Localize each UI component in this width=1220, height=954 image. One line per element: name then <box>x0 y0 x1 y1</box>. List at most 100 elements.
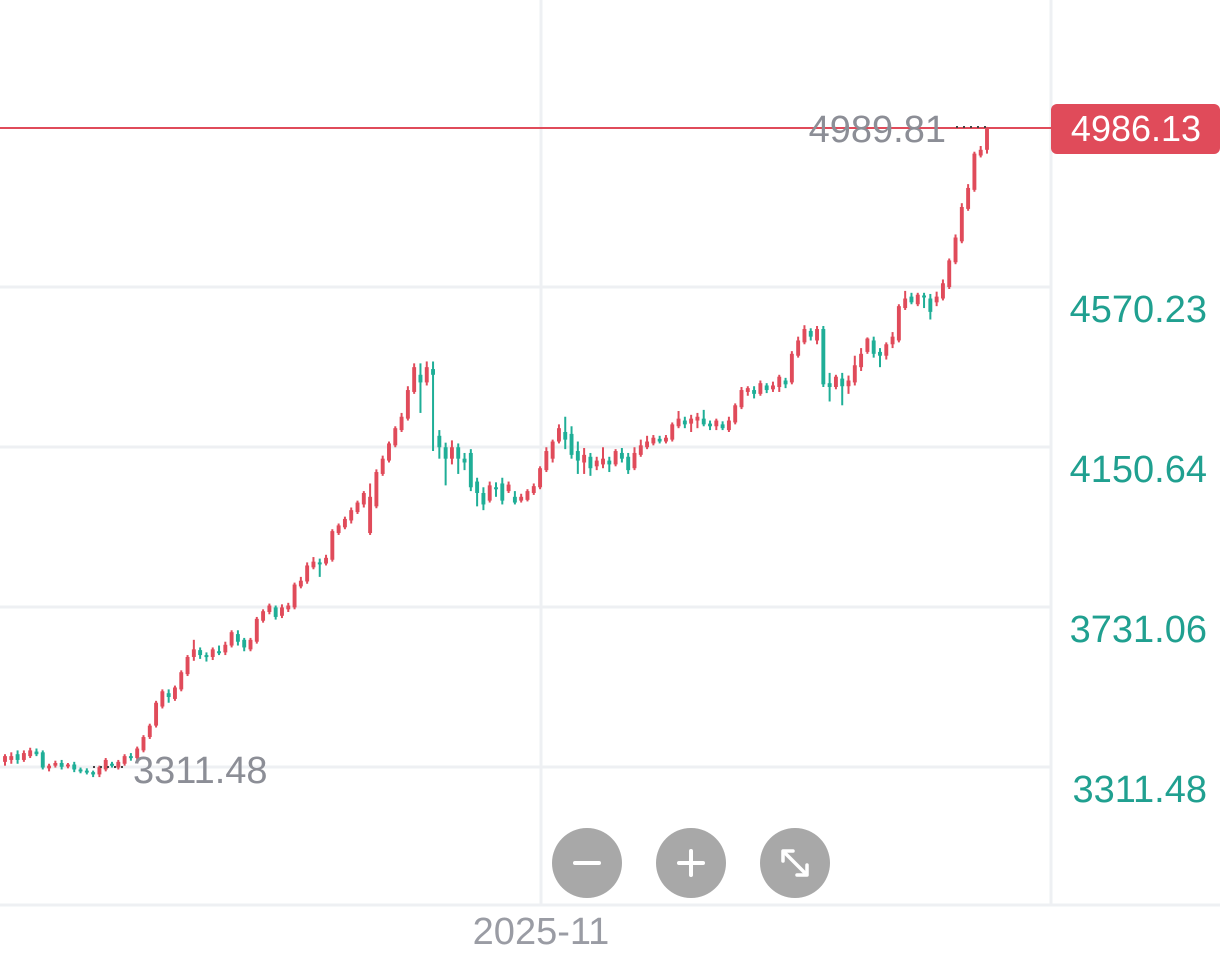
candle-up <box>613 451 618 465</box>
current-price-tag-bg <box>1051 104 1220 154</box>
candle-down <box>808 330 813 337</box>
candle-down <box>84 770 89 773</box>
current-price-tag: 4986.13 <box>1051 104 1220 154</box>
candle-up <box>865 338 870 352</box>
candle-down <box>110 763 114 766</box>
grid <box>0 0 1220 907</box>
low-marker-label: 3311.48 <box>133 750 268 792</box>
candle-up <box>141 737 146 751</box>
candle-down <box>418 374 423 383</box>
candle-up <box>380 458 385 474</box>
candle-down <box>827 383 832 387</box>
candle-down <box>607 460 612 465</box>
candle-up <box>405 390 410 419</box>
candle-up <box>903 298 908 309</box>
candle-up <box>349 510 354 521</box>
candle-down <box>909 296 914 303</box>
candle-down <box>431 369 436 375</box>
candle-down <box>91 772 96 775</box>
y-tick-label: 3311.48 <box>1072 769 1207 811</box>
candle-up <box>267 605 272 612</box>
candle-up <box>695 416 700 421</box>
candle-up <box>135 748 140 759</box>
candle-down <box>752 390 757 394</box>
candle-down <box>481 493 486 505</box>
candle-down <box>871 340 876 354</box>
candle-up <box>846 380 851 387</box>
candle-up <box>771 385 775 390</box>
candle-up <box>47 765 52 769</box>
candle-down <box>840 378 845 387</box>
candle-up <box>852 365 857 383</box>
candle-down <box>59 762 64 767</box>
candle-up <box>374 472 379 507</box>
candle-up <box>789 353 794 383</box>
candle-up <box>487 485 492 501</box>
high-marker: 4989.81 <box>809 109 986 151</box>
candle-up <box>733 405 738 423</box>
candle-up <box>229 632 234 646</box>
candle-up <box>959 207 964 242</box>
candle-up <box>940 283 945 299</box>
candle-up <box>298 580 303 587</box>
candle-down <box>563 431 568 440</box>
candle-up <box>361 493 366 505</box>
candle-up <box>758 383 763 394</box>
candle-up <box>191 649 196 657</box>
candle-up <box>424 367 429 383</box>
y-axis: 4570.23 4150.64 3731.06 3311.48 <box>1070 289 1207 811</box>
y-tick-label: 4150.64 <box>1070 449 1207 491</box>
candle-up <box>796 340 801 356</box>
candle-down <box>494 487 498 490</box>
candle-up <box>966 187 971 209</box>
candle-up <box>550 441 555 459</box>
candle-up <box>387 443 391 461</box>
candle-up <box>254 618 259 642</box>
candle-down <box>456 447 461 459</box>
fullscreen-button[interactable] <box>760 828 830 898</box>
y-tick-label: 3731.06 <box>1070 609 1207 651</box>
candle-up <box>355 502 360 513</box>
candle-down <box>475 481 480 494</box>
candle-up <box>833 376 838 387</box>
candle-up <box>311 561 316 568</box>
candle-down <box>198 650 203 656</box>
candle-down <box>217 651 221 654</box>
candle-up <box>3 756 7 762</box>
candle-up <box>368 496 373 534</box>
candle-up <box>185 656 190 675</box>
candle-up <box>714 420 719 427</box>
candle-down <box>128 756 133 759</box>
candle-up <box>330 531 335 560</box>
candle-up <box>594 460 599 467</box>
candle-up <box>859 353 864 368</box>
candle-down <box>443 447 448 459</box>
candle-down <box>273 607 278 617</box>
candle-up <box>890 336 895 345</box>
candle-up <box>393 428 398 446</box>
candle-up <box>324 557 328 564</box>
candle-up <box>173 687 177 699</box>
candle-up <box>506 484 511 492</box>
candle-up <box>638 445 643 455</box>
candle-down <box>928 298 933 312</box>
candle-up <box>292 584 297 608</box>
candle-up <box>305 565 310 582</box>
candle-down <box>235 634 240 642</box>
zoom-in-button[interactable] <box>656 828 726 898</box>
candle-up <box>65 764 70 767</box>
candle-up <box>210 649 215 657</box>
zoom-out-button[interactable] <box>552 828 622 898</box>
candle-up <box>985 128 989 150</box>
candle-up <box>28 750 33 757</box>
candle-up <box>147 725 152 738</box>
candle-down <box>512 496 517 503</box>
high-marker-label: 4989.81 <box>809 109 946 151</box>
candle-up <box>815 329 819 341</box>
candle-up <box>978 149 983 156</box>
candles <box>3 126 989 778</box>
candle-down <box>242 639 247 648</box>
low-marker: 3311.48 <box>93 750 268 792</box>
candle-up <box>556 428 561 442</box>
